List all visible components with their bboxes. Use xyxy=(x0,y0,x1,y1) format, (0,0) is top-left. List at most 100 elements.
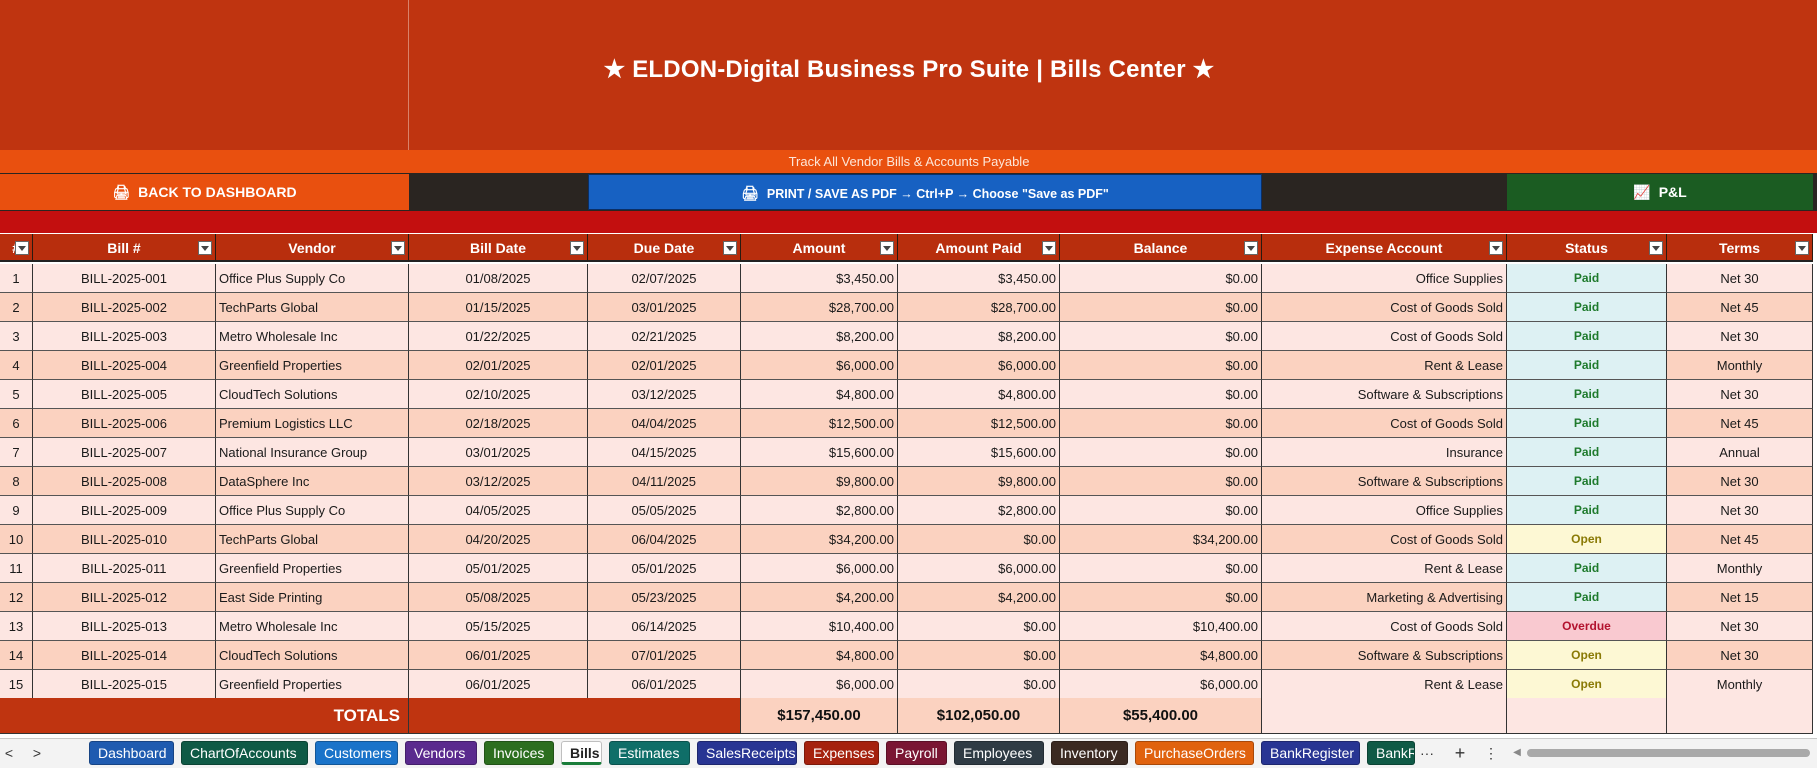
cell-due-date[interactable]: 03/12/2025 xyxy=(588,380,741,409)
cell-vendor[interactable]: National Insurance Group xyxy=(216,438,409,467)
cell-balance[interactable]: $6,000.00 xyxy=(1060,670,1262,699)
cell-vendor[interactable]: Greenfield Properties xyxy=(216,351,409,380)
cell-bill-date[interactable]: 01/15/2025 xyxy=(409,293,588,322)
cell-amount-paid[interactable]: $6,000.00 xyxy=(898,554,1060,583)
sheet-tab-inventory[interactable]: Inventory xyxy=(1051,741,1128,765)
cell-bill-number[interactable]: BILL-2025-002 xyxy=(33,293,216,322)
tab-scroll-prev-button[interactable]: < xyxy=(4,745,14,761)
cell-bill-date[interactable]: 06/01/2025 xyxy=(409,670,588,699)
cell-amount-paid[interactable]: $0.00 xyxy=(898,670,1060,699)
cell-row-number[interactable]: 7 xyxy=(0,438,33,467)
cell-vendor[interactable]: TechParts Global xyxy=(216,525,409,554)
cell-terms[interactable]: Monthly xyxy=(1667,351,1813,380)
cell-vendor[interactable]: Premium Logistics LLC xyxy=(216,409,409,438)
cell-row-number[interactable]: 14 xyxy=(0,641,33,670)
cell-row-number[interactable]: 12 xyxy=(0,583,33,612)
tab-scroll-next-button[interactable]: > xyxy=(32,745,42,761)
cell-terms[interactable]: Net 30 xyxy=(1667,264,1813,293)
cell-terms[interactable]: Net 45 xyxy=(1667,525,1813,554)
scroll-left-icon[interactable]: ◀ xyxy=(1513,747,1521,758)
cell-amount[interactable]: $34,200.00 xyxy=(741,525,898,554)
sheet-tab-dashboard[interactable]: Dashboard xyxy=(89,741,174,765)
cell-balance[interactable]: $0.00 xyxy=(1060,322,1262,351)
cell-bill-number[interactable]: BILL-2025-008 xyxy=(33,467,216,496)
cell-amount-paid[interactable]: $0.00 xyxy=(898,525,1060,554)
cell-due-date[interactable]: 02/21/2025 xyxy=(588,322,741,351)
cell-expense-account[interactable]: Software & Subscriptions xyxy=(1262,380,1507,409)
sheet-tab-salesreceipts[interactable]: SalesReceipts xyxy=(697,741,797,765)
cell-expense-account[interactable]: Office Supplies xyxy=(1262,264,1507,293)
cell-amount-paid[interactable]: $12,500.00 xyxy=(898,409,1060,438)
status-badge[interactable]: Paid xyxy=(1507,409,1667,438)
status-badge[interactable]: Open xyxy=(1507,670,1667,699)
cell-bill-number[interactable]: BILL-2025-003 xyxy=(33,322,216,351)
column-header-balance[interactable]: Balance xyxy=(1060,234,1262,262)
cell-due-date[interactable]: 02/01/2025 xyxy=(588,351,741,380)
cell-terms[interactable]: Monthly xyxy=(1667,554,1813,583)
cell-bill-date[interactable]: 01/22/2025 xyxy=(409,322,588,351)
cell-vendor[interactable]: Greenfield Properties xyxy=(216,554,409,583)
cell-row-number[interactable]: 8 xyxy=(0,467,33,496)
cell-balance[interactable]: $0.00 xyxy=(1060,409,1262,438)
cell-bill-date[interactable]: 02/10/2025 xyxy=(409,380,588,409)
status-badge[interactable]: Paid xyxy=(1507,554,1667,583)
cell-row-number[interactable]: 2 xyxy=(0,293,33,322)
filter-dropdown-icon[interactable] xyxy=(1795,241,1809,255)
status-badge[interactable]: Open xyxy=(1507,525,1667,554)
cell-terms[interactable]: Net 30 xyxy=(1667,641,1813,670)
cell-amount[interactable]: $8,200.00 xyxy=(741,322,898,351)
column-header-row-number[interactable]: # xyxy=(0,234,33,262)
more-sheets-button[interactable]: ··· xyxy=(1420,745,1434,761)
cell-due-date[interactable]: 02/07/2025 xyxy=(588,264,741,293)
filter-dropdown-icon[interactable] xyxy=(15,241,29,255)
cell-amount[interactable]: $4,800.00 xyxy=(741,380,898,409)
cell-vendor[interactable]: East Side Printing xyxy=(216,583,409,612)
sheet-tab-purchaseorders[interactable]: PurchaseOrders xyxy=(1135,741,1254,765)
filter-dropdown-icon[interactable] xyxy=(1042,241,1056,255)
cell-row-number[interactable]: 13 xyxy=(0,612,33,641)
filter-dropdown-icon[interactable] xyxy=(391,241,405,255)
cell-expense-account[interactable]: Rent & Lease xyxy=(1262,554,1507,583)
cell-row-number[interactable]: 11 xyxy=(0,554,33,583)
status-badge[interactable]: Paid xyxy=(1507,583,1667,612)
status-badge[interactable]: Paid xyxy=(1507,438,1667,467)
cell-bill-number[interactable]: BILL-2025-010 xyxy=(33,525,216,554)
column-header-expense-account[interactable]: Expense Account xyxy=(1262,234,1507,262)
status-badge[interactable]: Open xyxy=(1507,641,1667,670)
cell-due-date[interactable]: 05/01/2025 xyxy=(588,554,741,583)
cell-due-date[interactable]: 04/04/2025 xyxy=(588,409,741,438)
status-badge[interactable]: Paid xyxy=(1507,293,1667,322)
cell-bill-date[interactable]: 05/08/2025 xyxy=(409,583,588,612)
cell-terms[interactable]: Net 30 xyxy=(1667,496,1813,525)
cell-terms[interactable]: Net 30 xyxy=(1667,322,1813,351)
cell-vendor[interactable]: Greenfield Properties xyxy=(216,670,409,699)
cell-row-number[interactable]: 5 xyxy=(0,380,33,409)
cell-due-date[interactable]: 07/01/2025 xyxy=(588,641,741,670)
cell-amount-paid[interactable]: $9,800.00 xyxy=(898,467,1060,496)
add-sheet-button[interactable]: + xyxy=(1454,743,1466,763)
cell-row-number[interactable]: 4 xyxy=(0,351,33,380)
cell-amount[interactable]: $6,000.00 xyxy=(741,670,898,699)
cell-expense-account[interactable]: Cost of Goods Sold xyxy=(1262,612,1507,641)
sheet-tab-bankregister[interactable]: BankRegister xyxy=(1261,741,1360,765)
filter-dropdown-icon[interactable] xyxy=(198,241,212,255)
sheet-tab-employees[interactable]: Employees xyxy=(954,741,1044,765)
cell-terms[interactable]: Net 30 xyxy=(1667,467,1813,496)
cell-amount[interactable]: $6,000.00 xyxy=(741,554,898,583)
status-badge[interactable]: Overdue xyxy=(1507,612,1667,641)
cell-expense-account[interactable]: Marketing & Advertising xyxy=(1262,583,1507,612)
column-header-terms[interactable]: Terms xyxy=(1667,234,1813,262)
cell-balance[interactable]: $0.00 xyxy=(1060,351,1262,380)
cell-expense-account[interactable]: Cost of Goods Sold xyxy=(1262,409,1507,438)
cell-bill-date[interactable]: 02/01/2025 xyxy=(409,351,588,380)
cell-amount[interactable]: $2,800.00 xyxy=(741,496,898,525)
cell-amount[interactable]: $4,800.00 xyxy=(741,641,898,670)
cell-due-date[interactable]: 04/11/2025 xyxy=(588,467,741,496)
cell-bill-date[interactable]: 06/01/2025 xyxy=(409,641,588,670)
cell-expense-account[interactable]: Rent & Lease xyxy=(1262,670,1507,699)
cell-bill-date[interactable]: 04/20/2025 xyxy=(409,525,588,554)
cell-amount-paid[interactable]: $0.00 xyxy=(898,612,1060,641)
filter-dropdown-icon[interactable] xyxy=(1649,241,1663,255)
sheet-tab-vendors[interactable]: Vendors xyxy=(405,741,477,765)
cell-amount[interactable]: $9,800.00 xyxy=(741,467,898,496)
